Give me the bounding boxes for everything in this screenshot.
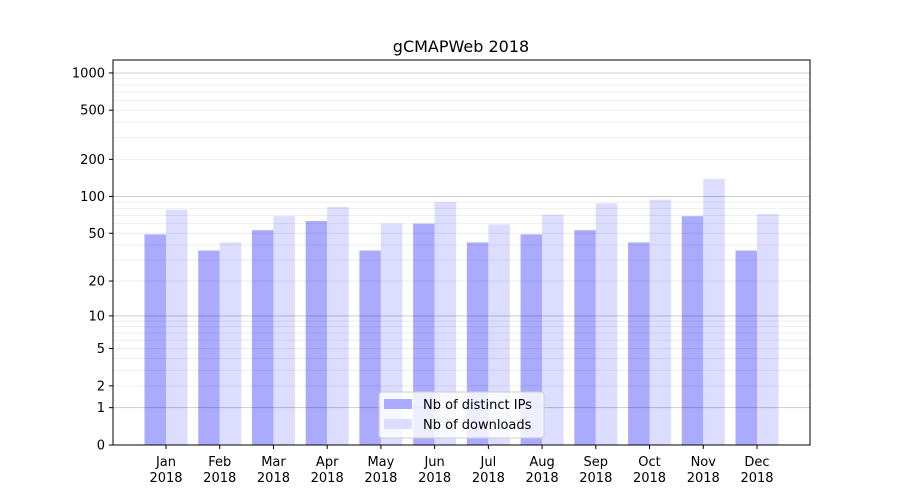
y-tick-label: 1000	[72, 66, 105, 81]
x-tick-label: Sep	[584, 455, 609, 470]
bar-distinct-ips	[305, 221, 328, 445]
legend-box	[378, 391, 545, 439]
x-tick-label: 2018	[257, 471, 290, 486]
bar-distinct-ips	[198, 250, 220, 445]
bar-distinct-ips	[628, 242, 650, 445]
bar-downloads	[434, 202, 457, 445]
y-tick-label: 10	[88, 309, 105, 324]
x-tick-label: 2018	[149, 471, 182, 486]
bar-downloads	[595, 203, 618, 445]
x-tick-label: 2018	[311, 471, 344, 486]
y-tick-label: 200	[80, 153, 105, 168]
x-tick-label: 2018	[740, 471, 773, 486]
legend-swatch	[384, 399, 412, 409]
x-tick-label: Feb	[208, 455, 231, 470]
chart-title: gCMAPWeb 2018	[393, 37, 529, 56]
bar-downloads	[649, 199, 672, 445]
legend-label: Nb of downloads	[423, 418, 532, 433]
bar-distinct-ips	[359, 250, 381, 445]
x-tick-label: 2018	[687, 471, 720, 486]
bar-distinct-ips	[574, 230, 596, 445]
x-tick-label: 2018	[364, 471, 397, 486]
y-tick-label: 20	[88, 275, 105, 290]
bar-downloads	[219, 242, 242, 445]
bar-downloads	[757, 213, 779, 445]
legend-label: Nb of distinct IPs	[423, 398, 532, 413]
x-tick-label: Mar	[261, 455, 286, 470]
bar-downloads	[273, 216, 295, 445]
legend: Nb of distinct IPs Nb of downloads	[378, 391, 545, 439]
x-tick-label: Oct	[638, 455, 660, 470]
bar-downloads	[166, 209, 188, 445]
x-tick-label: 2018	[526, 471, 559, 486]
y-tick-label: 5	[97, 342, 105, 357]
x-tick-label: Dec	[744, 455, 769, 470]
legend-swatch	[384, 419, 412, 429]
x-tick-label: Jun	[423, 455, 444, 470]
x-tick-label: Jan	[155, 455, 176, 470]
x-tick-label: 2018	[203, 471, 236, 486]
x-tick-label: Apr	[316, 455, 339, 470]
bar-downloads	[488, 224, 510, 445]
bar-distinct-ips	[413, 223, 435, 445]
y-tick-label: 0	[97, 439, 105, 454]
y-tick-label: 100	[80, 190, 105, 205]
bar-downloads	[327, 207, 349, 445]
bar-downloads	[703, 178, 725, 445]
bar-downloads	[380, 223, 403, 445]
y-tick-label: 500	[80, 104, 105, 119]
bar-downloads	[542, 214, 564, 445]
bar-distinct-ips	[735, 250, 757, 445]
x-tick-label: 2018	[472, 471, 505, 486]
x-tick-label: Nov	[691, 455, 717, 470]
x-tick-label: 2018	[418, 471, 451, 486]
y-tick-label: 1	[97, 401, 105, 416]
bar-distinct-ips	[681, 216, 704, 445]
x-tick-label: Jul	[480, 455, 497, 470]
x-tick-label: 2018	[579, 471, 612, 486]
bar-distinct-ips	[251, 230, 274, 445]
x-tick-label: May	[367, 455, 394, 470]
bar-distinct-ips	[144, 234, 166, 445]
y-tick-label: 2	[97, 379, 105, 394]
x-tick-label: 2018	[633, 471, 666, 486]
y-tick-label: 50	[88, 227, 105, 242]
plot-frame	[112, 59, 811, 446]
x-tick-label: Aug	[529, 455, 554, 470]
